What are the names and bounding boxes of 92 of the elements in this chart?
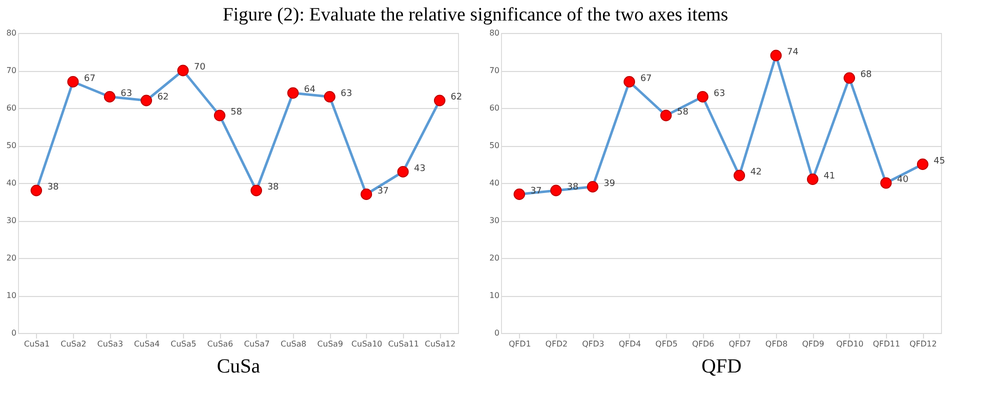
- x-tick-label: CuSa6: [207, 340, 234, 348]
- y-tick-label: 30: [6, 216, 16, 225]
- x-tick-label: CuSa9: [317, 340, 344, 348]
- x-axis-title: CuSa: [216, 356, 260, 378]
- point: [844, 72, 856, 84]
- y-tick-label: 80: [489, 28, 500, 38]
- x-tick-label: QFD7: [728, 340, 751, 348]
- data-label: 63: [340, 88, 352, 99]
- x-tick-label: QFD12: [910, 340, 937, 348]
- point: [67, 76, 79, 88]
- y-tick-label: 20: [6, 254, 16, 262]
- y-tick-label: 0: [11, 328, 16, 338]
- x-tick-label: QFD1: [508, 340, 531, 348]
- data-label: 58: [230, 108, 242, 118]
- point: [287, 87, 299, 99]
- data-label: 43: [414, 164, 426, 174]
- data-label: 63: [120, 88, 132, 99]
- x-tick-label: QFD8: [765, 340, 788, 348]
- x-tick-label: CuSa11: [388, 340, 419, 348]
- point: [696, 91, 708, 102]
- x-tick-label: CuSa8: [280, 340, 306, 348]
- point: [586, 181, 598, 192]
- point: [880, 177, 892, 189]
- y-tick-label: 50: [489, 141, 500, 150]
- y-tick-label: 40: [489, 178, 500, 188]
- point: [360, 188, 372, 200]
- point: [177, 64, 189, 76]
- point: [514, 188, 526, 200]
- point: [214, 110, 226, 122]
- y-tick-label: 10: [6, 291, 16, 300]
- x-tick-label: QFD3: [582, 340, 604, 348]
- point: [916, 158, 928, 170]
- y-tick-label: 80: [6, 28, 16, 38]
- point: [434, 94, 446, 106]
- data-label: 45: [934, 156, 946, 166]
- y-tick-label: 30: [489, 216, 500, 225]
- y-tick-label: 10: [489, 291, 500, 300]
- data-label: 39: [604, 178, 616, 189]
- data-label: 67: [84, 74, 96, 84]
- y-tick-label: 40: [6, 178, 16, 188]
- point: [770, 50, 782, 62]
- data-label: 68: [860, 70, 872, 80]
- data-label: 37: [377, 186, 389, 196]
- data-label: 42: [750, 168, 762, 178]
- x-tick-label: QFD10: [836, 340, 864, 348]
- data-label: 58: [677, 108, 689, 118]
- data-label: 41: [824, 171, 836, 182]
- data-label: 74: [787, 48, 799, 58]
- y-tick-label: 60: [489, 104, 500, 112]
- data-label: 67: [640, 74, 652, 84]
- x-tick-label: QFD2: [545, 340, 568, 348]
- x-tick-label: QFD6: [692, 340, 714, 348]
- y-tick-label: 70: [489, 66, 500, 75]
- point: [624, 76, 636, 88]
- x-tick-label: CuSa2: [60, 340, 86, 348]
- point: [806, 174, 818, 185]
- y-tick-label: 70: [6, 66, 16, 75]
- x-tick-label: QFD9: [802, 340, 824, 348]
- x-tick-label: CuSa4: [134, 340, 160, 348]
- y-tick-label: 0: [494, 328, 500, 338]
- data-label: 40: [897, 175, 909, 185]
- x-axis-title: QFD: [701, 356, 742, 378]
- x-tick-label: CuSa7: [244, 340, 270, 348]
- point: [660, 110, 672, 122]
- x-tick-label: CuSa1: [24, 340, 50, 348]
- data-label: 62: [450, 92, 462, 102]
- point: [734, 170, 746, 182]
- chart-title: Figure (2): Evaluate the relative significance of the two axes items: [222, 4, 728, 26]
- x-tick-label: QFD11: [872, 340, 900, 348]
- data-label: 37: [530, 186, 542, 196]
- data-label: 64: [304, 85, 316, 95]
- x-tick-label: CuSa10: [351, 340, 382, 348]
- data-label: 38: [267, 182, 280, 192]
- x-tick-label: CuSa5: [170, 340, 196, 348]
- data-label: 38: [47, 182, 60, 192]
- x-tick-label: QFD5: [655, 340, 678, 348]
- y-tick-label: 60: [6, 104, 16, 112]
- data-label: 70: [194, 62, 206, 72]
- y-tick-label: 20: [489, 254, 500, 262]
- point: [140, 94, 152, 106]
- point: [250, 184, 262, 196]
- data-label: 62: [157, 92, 169, 102]
- point: [550, 184, 562, 196]
- x-tick-label: CuSa12: [424, 340, 456, 348]
- y-tick-label: 50: [6, 141, 16, 150]
- x-tick-label: CuSa3: [97, 340, 124, 348]
- point: [30, 184, 42, 196]
- point: [397, 166, 409, 178]
- point: [324, 91, 336, 102]
- point: [104, 91, 116, 102]
- data-label: 63: [714, 88, 726, 99]
- x-tick-label: QFD4: [618, 340, 641, 348]
